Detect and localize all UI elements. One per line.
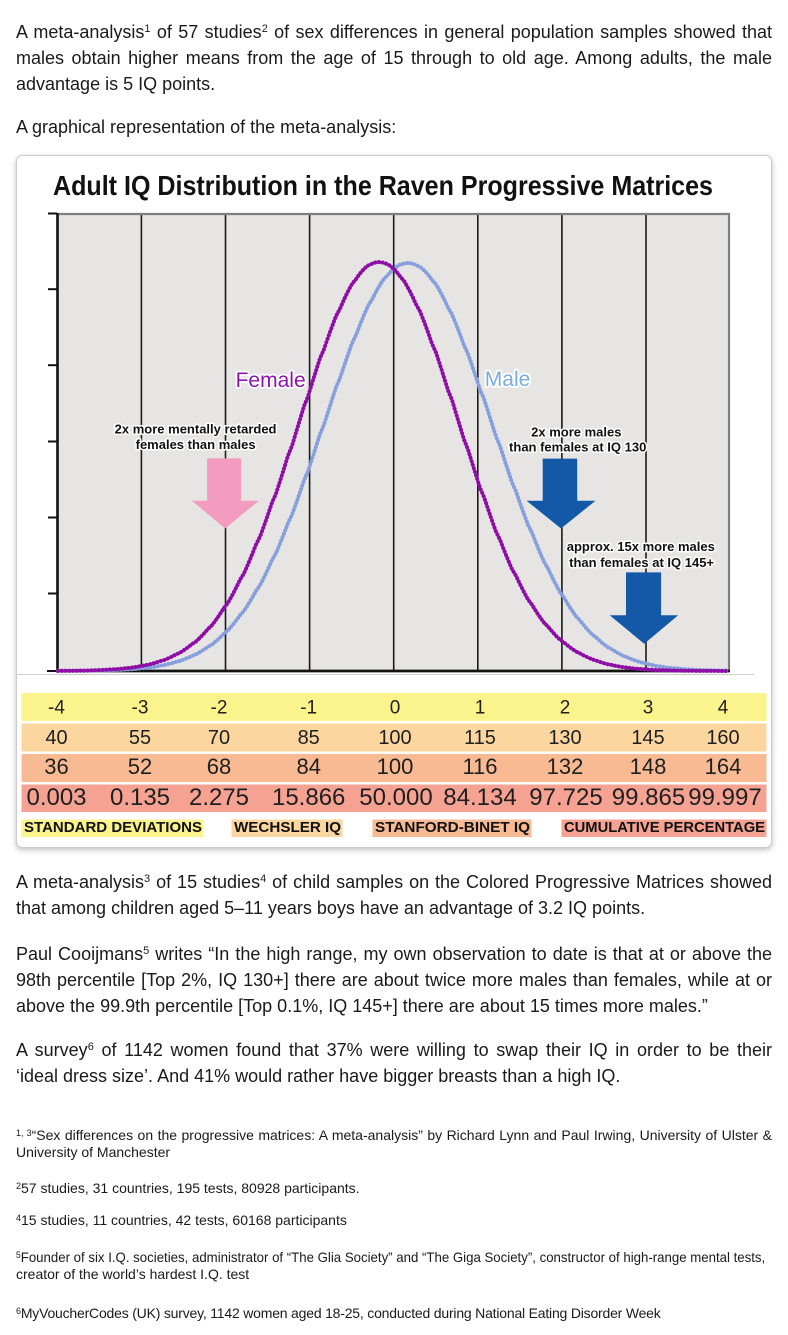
svg-text:than females at IQ 145+: than females at IQ 145+ (569, 555, 714, 570)
svg-text:36: 36 (44, 754, 68, 779)
svg-text:-1: -1 (300, 698, 317, 719)
svg-text:55: 55 (129, 727, 151, 749)
svg-text:approx. 15x more males: approx. 15x more males (567, 539, 715, 554)
svg-text:148: 148 (630, 754, 667, 779)
svg-text:130: 130 (548, 727, 581, 749)
svg-text:than females at IQ 130: than females at IQ 130 (509, 440, 646, 455)
svg-text:4: 4 (718, 698, 729, 719)
svg-text:Male: Male (485, 368, 531, 391)
svg-text:132: 132 (547, 754, 584, 779)
svg-text:164: 164 (705, 754, 742, 779)
svg-text:2.275: 2.275 (189, 784, 249, 811)
svg-text:50.000: 50.000 (359, 784, 432, 811)
svg-text:99.997: 99.997 (688, 784, 761, 811)
svg-text:100: 100 (378, 727, 411, 749)
svg-text:-2: -2 (211, 698, 228, 719)
svg-text:3: 3 (643, 698, 654, 719)
svg-text:0.003: 0.003 (26, 784, 86, 811)
svg-text:84.134: 84.134 (443, 784, 516, 811)
svg-text:Female: Female (236, 369, 306, 392)
svg-text:15.866: 15.866 (272, 784, 345, 811)
svg-text:145: 145 (631, 727, 664, 749)
svg-text:STANDARD DEVIATIONS: STANDARD DEVIATIONS (24, 819, 202, 836)
svg-text:2: 2 (560, 698, 571, 719)
svg-text:2x more males: 2x more males (531, 424, 621, 439)
svg-text:68: 68 (207, 754, 231, 779)
svg-text:115: 115 (464, 727, 496, 749)
svg-text:70: 70 (208, 727, 230, 749)
svg-text:females than males: females than males (136, 437, 256, 452)
svg-text:116: 116 (462, 754, 497, 779)
svg-text:Adult IQ Distribution in the R: Adult IQ Distribution in the Raven Progr… (53, 170, 713, 201)
svg-text:97.725: 97.725 (529, 784, 602, 811)
svg-text:160: 160 (706, 727, 739, 749)
svg-text:99.865: 99.865 (612, 784, 685, 811)
svg-text:100: 100 (377, 754, 414, 779)
svg-text:2x more mentally retarded: 2x more mentally retarded (115, 422, 277, 437)
svg-text:-3: -3 (132, 698, 149, 719)
svg-text:1: 1 (475, 698, 486, 719)
svg-text:WECHSLER IQ: WECHSLER IQ (234, 819, 341, 836)
svg-text:CUMULATIVE PERCENTAGE: CUMULATIVE PERCENTAGE (564, 819, 765, 836)
svg-text:84: 84 (296, 754, 320, 779)
svg-text:52: 52 (128, 754, 152, 779)
svg-text:-4: -4 (48, 698, 65, 719)
svg-text:0.135: 0.135 (110, 784, 170, 811)
svg-text:0: 0 (390, 698, 401, 719)
svg-text:40: 40 (45, 727, 67, 749)
svg-text:85: 85 (298, 727, 320, 749)
svg-text:STANFORD-BINET IQ: STANFORD-BINET IQ (375, 819, 530, 836)
